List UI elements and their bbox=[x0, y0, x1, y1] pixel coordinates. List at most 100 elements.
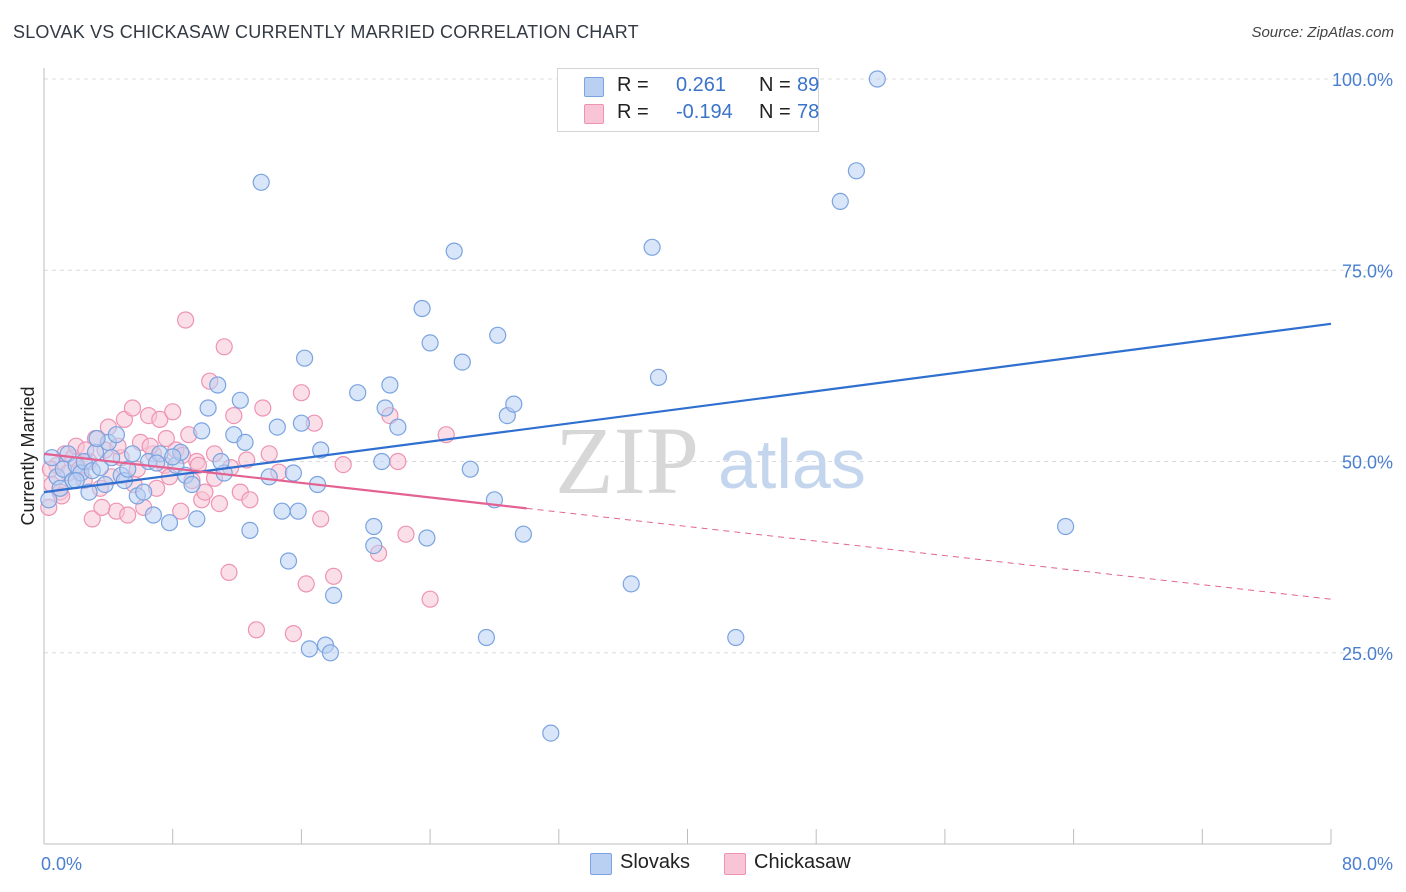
slovaks-point bbox=[231, 391, 249, 409]
chickasaw-point bbox=[260, 445, 278, 463]
slovaks-point bbox=[183, 475, 201, 494]
slovaks-point bbox=[289, 502, 307, 520]
slovaks-point bbox=[199, 399, 217, 417]
slovaks-point bbox=[252, 173, 270, 191]
slovaks-point bbox=[489, 326, 507, 344]
chickasaw-point bbox=[421, 590, 439, 608]
slovaks-point bbox=[119, 460, 137, 478]
legend-r-value: -0.194 bbox=[676, 101, 733, 123]
slovaks-point bbox=[236, 433, 254, 451]
slovaks-point bbox=[279, 552, 298, 570]
slovaks-point bbox=[212, 452, 230, 471]
chickasaw-point bbox=[151, 410, 169, 428]
data-points bbox=[40, 70, 1075, 742]
slovaks-point bbox=[284, 464, 302, 482]
slovaks-point bbox=[868, 70, 886, 88]
chickasaw-point bbox=[119, 506, 137, 524]
slovaks-point bbox=[505, 395, 523, 413]
chickasaw-point bbox=[172, 502, 190, 520]
chickasaw-trend-line bbox=[43, 452, 527, 510]
slovaks-point bbox=[847, 162, 866, 180]
slovaks-point bbox=[88, 429, 106, 448]
slovaks-point bbox=[40, 491, 58, 509]
watermark: ZIP atlas bbox=[555, 407, 866, 514]
y-tick-label: 50.0% bbox=[1342, 453, 1393, 473]
slovaks-point bbox=[107, 426, 126, 444]
slovaks-point bbox=[164, 448, 182, 466]
slovaks-point bbox=[292, 414, 310, 432]
x-tick-label: 80.0% bbox=[1342, 854, 1393, 874]
slovaks-point bbox=[268, 418, 286, 436]
legend-n-value: 78 bbox=[797, 101, 820, 123]
slovaks-point bbox=[80, 483, 98, 501]
x-tick-label: 0.0% bbox=[41, 854, 82, 874]
slovaks-point bbox=[273, 502, 291, 520]
tick-labels: 25.0% 50.0% 75.0% 100.0% 0.0% 80.0% bbox=[41, 70, 1393, 874]
legend-label-chickasaw: Chickasaw bbox=[754, 851, 851, 873]
slovaks-point bbox=[373, 452, 391, 471]
slovaks-point bbox=[445, 242, 463, 260]
grid-lines bbox=[44, 78, 1393, 654]
slovaks-point bbox=[365, 536, 383, 555]
slovaks-swatch bbox=[590, 853, 612, 875]
slovaks-point bbox=[461, 460, 479, 478]
slovaks-point bbox=[193, 422, 211, 440]
y-tick-label: 100.0% bbox=[1332, 70, 1393, 90]
y-tick-label: 75.0% bbox=[1342, 261, 1393, 281]
slovaks-swatch bbox=[584, 77, 604, 97]
legend-n-value: 89 bbox=[797, 74, 820, 96]
slovaks-point bbox=[418, 529, 436, 547]
y-axis-label: Currently Married bbox=[18, 386, 38, 525]
chickasaw-point bbox=[220, 563, 238, 582]
slovaks-point bbox=[376, 399, 394, 417]
legend-r-label: R = bbox=[617, 101, 649, 123]
slovaks-point bbox=[421, 334, 439, 352]
slovaks-point bbox=[260, 468, 278, 486]
slovaks-point bbox=[514, 525, 533, 543]
chickasaw-point bbox=[241, 491, 259, 509]
chickasaw-point bbox=[93, 498, 111, 516]
chickasaw-point bbox=[297, 575, 315, 593]
legend-n-label: N = bbox=[759, 101, 791, 123]
slovaks-point bbox=[349, 384, 367, 402]
chickasaw-point bbox=[325, 567, 343, 585]
slovaks-point bbox=[102, 449, 121, 467]
chickasaw-point bbox=[189, 456, 207, 474]
slovaks-point bbox=[381, 376, 399, 394]
chart-title: SLOVAK VS CHICKASAW CURRENTLY MARRIED CO… bbox=[13, 22, 639, 42]
chickasaw-point bbox=[397, 525, 415, 543]
slovaks-point bbox=[325, 586, 343, 605]
slovaks-point bbox=[296, 349, 314, 367]
trend-lines bbox=[43, 322, 1332, 600]
legend-r-label: R = bbox=[617, 74, 649, 96]
chickasaw-point bbox=[389, 452, 407, 471]
slovaks-point bbox=[453, 353, 471, 371]
legend-r-value: 0.261 bbox=[676, 74, 727, 96]
slovaks-point bbox=[300, 640, 318, 658]
slovaks-point bbox=[643, 238, 661, 256]
slovaks-point bbox=[831, 192, 849, 210]
chickasaw-point bbox=[312, 510, 330, 528]
legend-label-slovaks: Slovaks bbox=[620, 851, 691, 873]
chickasaw-point bbox=[284, 624, 302, 643]
slovaks-point bbox=[241, 521, 259, 540]
slovaks-point bbox=[477, 628, 495, 647]
chickasaw-point bbox=[215, 338, 233, 356]
slovaks-point bbox=[727, 628, 745, 647]
slovaks-point bbox=[123, 445, 142, 463]
chickasaw-point bbox=[292, 384, 310, 402]
chickasaw-point bbox=[334, 456, 352, 474]
chickasaw-point bbox=[123, 399, 142, 417]
slovaks-point bbox=[135, 483, 153, 501]
slovaks-point bbox=[1056, 517, 1075, 536]
chickasaw-point bbox=[164, 403, 182, 421]
slovaks-point bbox=[622, 575, 640, 593]
chickasaw-swatch bbox=[584, 104, 604, 124]
chickasaw-point bbox=[157, 429, 175, 448]
slovaks-point bbox=[160, 514, 179, 532]
chickasaw-point bbox=[177, 311, 195, 329]
watermark-atlas: atlas bbox=[718, 425, 866, 503]
chickasaw-point bbox=[196, 483, 214, 501]
slovaks-point bbox=[389, 418, 407, 436]
